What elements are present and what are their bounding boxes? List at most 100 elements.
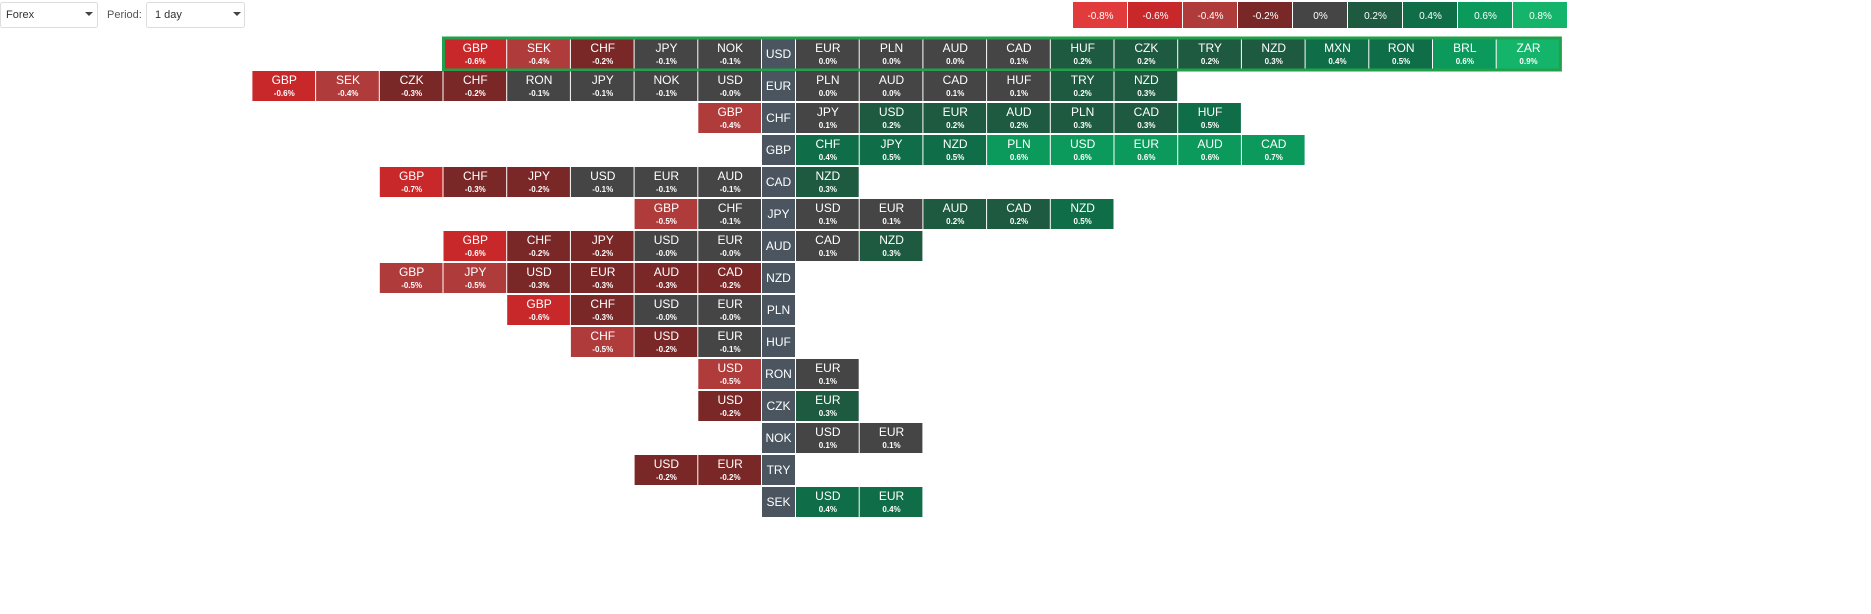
rate-cell: [634, 455, 698, 485]
rate-cell: [570, 263, 634, 293]
currency-label: CAD: [943, 73, 969, 87]
currency-label: JPY: [817, 105, 839, 119]
period-value[interactable]: 1 day: [155, 9, 182, 21]
currency-label: CZK: [400, 73, 424, 87]
change-label: 0.2%: [1137, 57, 1155, 66]
rate-cell: [1114, 103, 1178, 133]
currency-label: JPY: [464, 265, 486, 279]
currency-label: USD: [1070, 137, 1096, 151]
rate-cell: [634, 231, 698, 261]
base-cell: [762, 455, 795, 485]
currency-label: EUR: [717, 457, 743, 471]
rate-cell: [443, 39, 507, 69]
currency-label: JPY: [592, 73, 614, 87]
currency-label: NZD: [943, 137, 968, 151]
rate-cell: [859, 135, 923, 165]
currency-label: HUF: [1007, 73, 1032, 87]
currency-label: EUR: [879, 425, 905, 439]
rate-cell: [1114, 39, 1178, 69]
rate-cell: [634, 199, 698, 229]
rate-cell: [1050, 39, 1114, 69]
change-label: 0.4%: [819, 505, 837, 514]
rate-cell: [923, 71, 987, 101]
rate-cell: [987, 71, 1050, 101]
change-label: -0.7%: [401, 185, 422, 194]
legend-label: 0.2%: [1364, 11, 1387, 22]
legend-label: 0.6%: [1474, 11, 1497, 22]
change-label: -0.3%: [592, 281, 613, 290]
change-label: 0.6%: [1010, 153, 1028, 162]
change-label: -0.0%: [656, 313, 677, 322]
market-value[interactable]: Forex: [6, 9, 35, 21]
base-cell: [762, 199, 795, 229]
rate-cell: [634, 71, 698, 101]
market-select[interactable]: Forex: [0, 2, 98, 28]
currency-label: PLN: [1071, 105, 1094, 119]
change-label: 0.5%: [1201, 121, 1219, 130]
rate-cell: [1241, 135, 1305, 165]
change-label: 0.2%: [1074, 57, 1092, 66]
rate-cell: [570, 167, 634, 197]
currency-label: USD: [815, 425, 841, 439]
rate-cell: [923, 199, 987, 229]
change-label: 0.6%: [1137, 153, 1155, 162]
currency-label: EUR: [717, 329, 743, 343]
currency-label: RON: [1388, 41, 1415, 55]
change-label: 0.5%: [1074, 217, 1092, 226]
currency-label: EUR: [943, 105, 969, 119]
period-select[interactable]: 1 day: [146, 2, 245, 28]
rate-cell: [634, 327, 698, 357]
rate-cell: [1496, 39, 1560, 69]
base-currency: RON: [765, 367, 792, 381]
legend-swatch: [1458, 2, 1512, 28]
base-cell: [762, 39, 795, 69]
currency-label: NOK: [717, 41, 743, 55]
base-cell: [762, 423, 795, 453]
change-label: 0.3%: [819, 185, 837, 194]
change-label: 0.1%: [819, 377, 837, 386]
change-label: -0.4%: [720, 121, 741, 130]
currency-label: PLN: [880, 41, 903, 55]
rate-cell: [796, 231, 859, 261]
change-label: -0.1%: [656, 185, 677, 194]
rate-cell: [698, 231, 761, 261]
change-label: 0.2%: [1201, 57, 1219, 66]
currency-label: GBP: [399, 169, 424, 183]
change-label: 0.5%: [946, 153, 964, 162]
rate-cell: [796, 167, 859, 197]
change-label: 0.6%: [1456, 57, 1474, 66]
currency-label: USD: [654, 233, 680, 247]
currency-label: BRL: [1453, 41, 1477, 55]
rate-cell: [698, 391, 761, 421]
base-currency: USD: [766, 47, 792, 61]
rate-cell: [698, 359, 761, 389]
base-cell: [762, 295, 795, 325]
rate-cell: [698, 103, 761, 133]
change-label: 0.2%: [946, 121, 964, 130]
currency-label: JPY: [881, 137, 903, 151]
dropdown-box[interactable]: [146, 2, 245, 28]
rate-cell: [570, 71, 634, 101]
change-label: -0.1%: [529, 89, 550, 98]
rate-cell: [1433, 39, 1496, 69]
change-label: 0.0%: [819, 89, 837, 98]
change-label: 0.2%: [946, 217, 964, 226]
rate-cell: [443, 263, 507, 293]
rate-cell: [987, 103, 1050, 133]
currency-label: AUD: [654, 265, 680, 279]
legend-label: -0.8%: [1087, 11, 1113, 22]
dropdown-box[interactable]: [0, 2, 98, 28]
change-label: -0.2%: [465, 89, 486, 98]
legend-swatch: [1403, 2, 1457, 28]
currency-label: JPY: [528, 169, 550, 183]
change-label: -0.2%: [592, 249, 613, 258]
rate-cell: [796, 71, 859, 101]
rate-cell: [443, 71, 507, 101]
change-label: -0.5%: [656, 217, 677, 226]
rate-cell: [796, 359, 859, 389]
rate-cell: [698, 39, 761, 69]
change-label: 0.2%: [1074, 89, 1092, 98]
rate-cell: [570, 327, 634, 357]
change-label: 0.1%: [882, 441, 900, 450]
currency-label: AUD: [943, 201, 969, 215]
